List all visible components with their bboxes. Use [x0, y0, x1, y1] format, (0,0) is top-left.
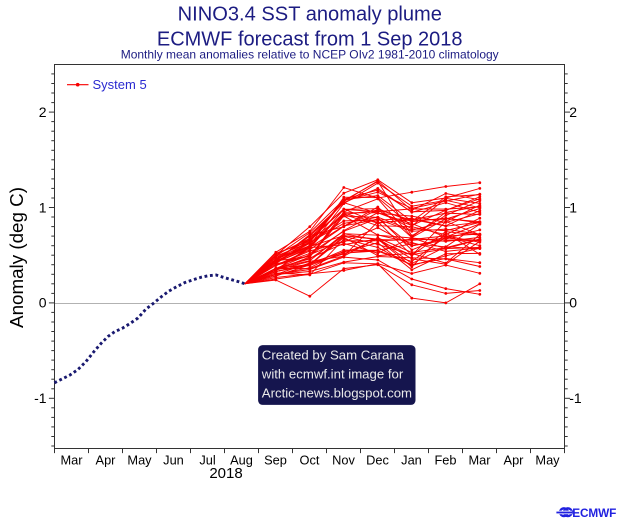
svg-text:-1: -1: [34, 390, 47, 406]
svg-text:Created by Sam Carana: Created by Sam Carana: [262, 348, 405, 363]
svg-text:NINO3.4 SST anomaly plume: NINO3.4 SST anomaly plume: [178, 3, 442, 25]
svg-text:Dec: Dec: [366, 453, 389, 468]
svg-text:May: May: [127, 453, 152, 468]
svg-text:System 5: System 5: [93, 77, 147, 92]
svg-text:2: 2: [39, 104, 47, 120]
svg-text:ECMWF forecast from 1 Sep 2018: ECMWF forecast from 1 Sep 2018: [157, 29, 463, 51]
svg-text:Mar: Mar: [60, 453, 83, 468]
svg-text:0: 0: [569, 295, 577, 311]
svg-text:Sep: Sep: [264, 453, 287, 468]
svg-text:ECMWF: ECMWF: [572, 506, 616, 520]
svg-text:Feb: Feb: [434, 453, 456, 468]
svg-text:2018: 2018: [209, 465, 242, 482]
svg-text:Apr: Apr: [96, 453, 117, 468]
svg-text:May: May: [535, 453, 560, 468]
svg-text:Anomaly (deg C): Anomaly (deg C): [6, 187, 27, 328]
svg-text:Jul: Jul: [199, 453, 215, 468]
svg-text:Nov: Nov: [332, 453, 355, 468]
svg-text:1: 1: [39, 199, 47, 215]
svg-text:with ecmwf.int image for: with ecmwf.int image for: [261, 367, 404, 382]
svg-text:2: 2: [569, 104, 577, 120]
svg-text:Jan: Jan: [401, 453, 422, 468]
svg-text:Mar: Mar: [468, 453, 491, 468]
svg-text:Aug: Aug: [230, 453, 253, 468]
svg-text:Jun: Jun: [163, 453, 184, 468]
svg-text:0: 0: [39, 295, 47, 311]
svg-text:Arctic-news.blogspot.com: Arctic-news.blogspot.com: [262, 386, 412, 401]
svg-text:Monthly mean anomalies relativ: Monthly mean anomalies relative to NCEP …: [121, 48, 499, 62]
svg-text:-1: -1: [569, 390, 582, 406]
svg-text:Oct: Oct: [300, 453, 320, 468]
svg-text:1: 1: [569, 199, 577, 215]
svg-text:Apr: Apr: [504, 453, 525, 468]
